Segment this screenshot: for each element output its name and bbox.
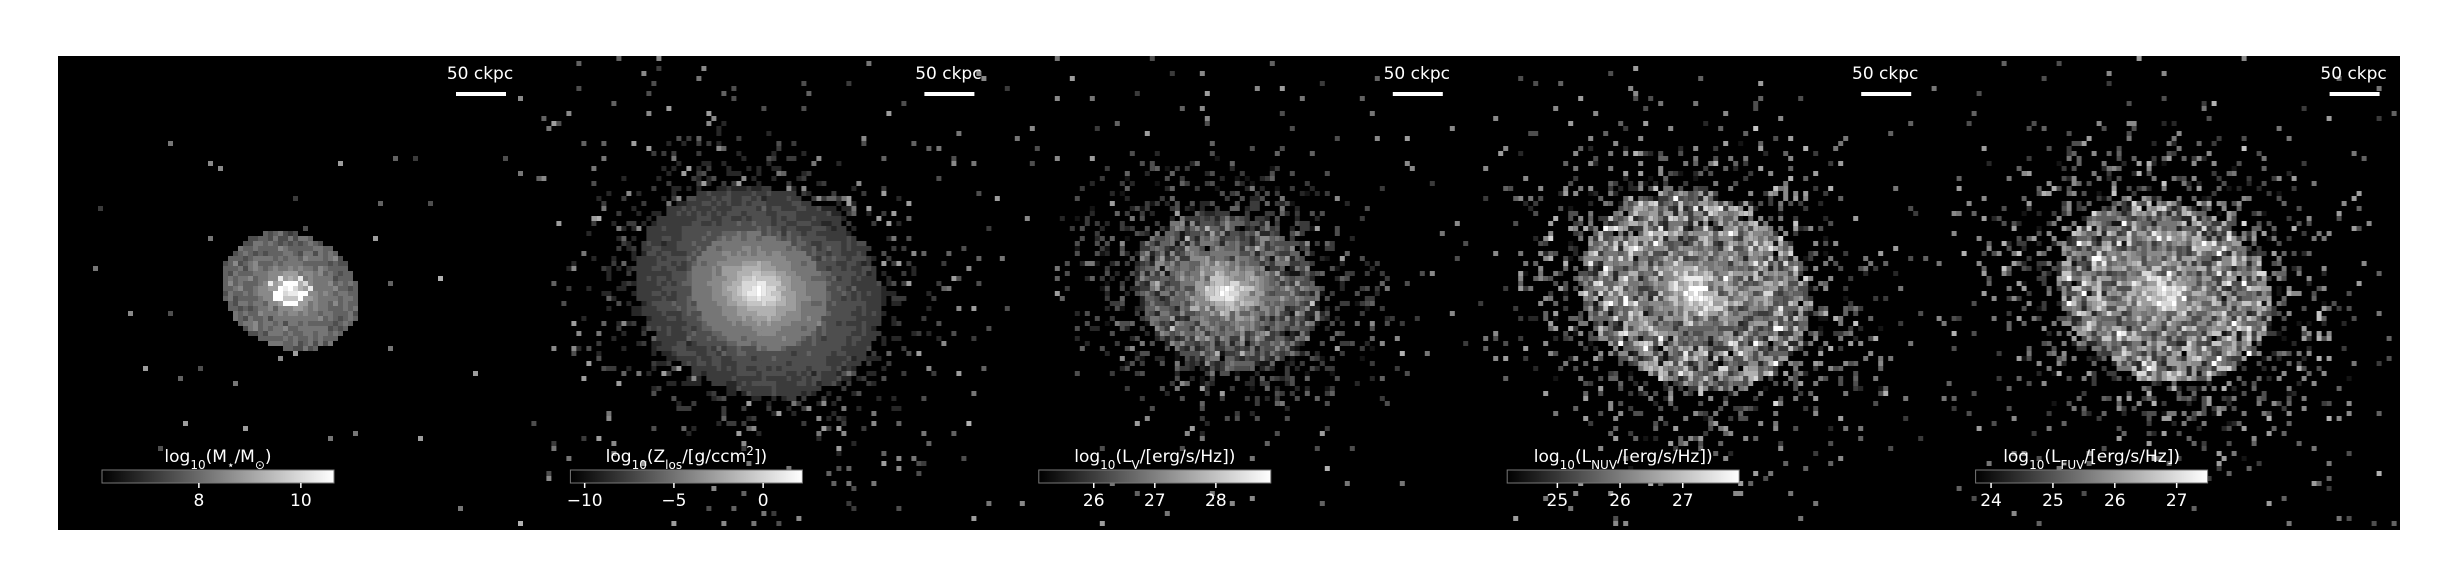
colorbar-tick-label: 27 — [2166, 491, 2188, 511]
colorbar-label: log10(LV/[erg/s/Hz]) — [1074, 447, 1235, 472]
colorbar-tick-label: 28 — [1205, 491, 1227, 511]
label-part: (L — [1115, 447, 1132, 467]
label-part: (M — [206, 447, 227, 467]
pixel-layer — [273, 281, 308, 306]
colorbar-tick-label: −5 — [661, 491, 686, 511]
colorbar-tick-label: 26 — [2104, 491, 2126, 511]
pixel-layer — [2001, 146, 2322, 381]
pixel-layer — [1219, 286, 1235, 301]
pixel-layer — [1951, 61, 2392, 526]
pixel-layer — [268, 276, 313, 296]
label-part: 2 — [746, 444, 754, 458]
colorbar-tick-label: 27 — [1672, 491, 1694, 511]
colorbar-tick-label: 24 — [1980, 491, 2002, 511]
pixel-layer — [283, 296, 298, 301]
pixel-layer — [736, 271, 782, 306]
label-part: log — [1074, 447, 1100, 467]
label-part: /M — [234, 447, 254, 467]
label-part: 10 — [1100, 458, 1115, 472]
colorbar-tick-label: −10 — [567, 491, 603, 511]
colorbar — [1975, 469, 2209, 484]
label-part: 10 — [1560, 458, 1575, 472]
pixel-layer — [756, 286, 762, 296]
pixel-layer — [93, 141, 523, 511]
colorbar-label: log10(Zlos/[g/ccm2]) — [606, 444, 767, 472]
colorbar — [1506, 469, 1740, 484]
pixel-layer — [1004, 56, 1460, 451]
label-part: /[erg/s/Hz]) — [1140, 447, 1236, 467]
label-part: log — [164, 447, 190, 467]
colorbar-tick-label: 27 — [1144, 491, 1166, 511]
colorbar — [569, 469, 803, 484]
pixel-layer — [1219, 286, 1230, 296]
colorbar-label: log10(M⋆/M⊙) — [164, 447, 271, 472]
pixel-layer — [1548, 146, 1889, 486]
label-part: FUV — [2061, 458, 2086, 472]
pixel-layer — [2081, 231, 2252, 366]
label-part: ⊙ — [255, 458, 265, 472]
scale-bar-label: 50 ckpc — [447, 64, 513, 84]
colorbar — [101, 469, 335, 484]
label-part: 10 — [632, 458, 647, 472]
colorbar-tick-label: 26 — [1083, 491, 1105, 511]
scale-bar-label: 50 ckpc — [1852, 64, 1918, 84]
colorbar-tick-label: 8 — [193, 491, 204, 511]
label-part: (L — [2044, 447, 2061, 467]
label-part: ]) — [754, 447, 767, 467]
colorbar-tick-label: 26 — [1609, 491, 1631, 511]
colorbar-tick-label: 25 — [1547, 491, 1569, 511]
pixel-layer — [1059, 151, 1390, 436]
scale-bar-label: 50 ckpc — [915, 64, 981, 84]
pixel-layer — [1483, 86, 1884, 526]
colorbar — [1038, 469, 1272, 484]
pixel-layer — [2021, 161, 2352, 461]
panel: 50 ckpc log10(LV/[erg/s/Hz]) 26 27 28 — [994, 56, 1460, 526]
label-part: /[g/ccm — [682, 447, 746, 467]
panel: 50 ckpc log10(LNUV/[erg/s/Hz]) 25 26 27 — [1463, 64, 1929, 526]
label-part: (Z — [647, 447, 665, 467]
label-part: los — [665, 458, 682, 472]
pixel-layer — [741, 276, 777, 306]
colorbar-tick-label: 25 — [2042, 491, 2064, 511]
label-part: log — [2003, 447, 2029, 467]
label-part: ) — [265, 447, 272, 467]
label-part: (L — [1575, 447, 1592, 467]
colorbar-label: log10(LFUV/[erg/s/Hz]) — [2003, 447, 2180, 472]
label-part: 10 — [190, 458, 205, 472]
colorbar-tick-label: 10 — [290, 491, 312, 511]
pixel-layer — [1598, 126, 1859, 396]
label-part: /[erg/s/Hz]) — [2084, 447, 2180, 467]
pixel-layer — [1169, 271, 1315, 331]
label-part: NUV — [1591, 458, 1618, 472]
label-part: ⋆ — [227, 458, 235, 472]
label-part: log — [606, 447, 632, 467]
scale-bar-label: 50 ckpc — [2320, 64, 2386, 84]
colorbar-label: log10(LNUV/[erg/s/Hz]) — [1534, 447, 1713, 472]
scale-bar-label: 50 ckpc — [1384, 64, 1450, 84]
colorbar-tick-label: 0 — [758, 491, 769, 511]
pixel-layer — [1463, 126, 1924, 456]
label-part: /[erg/s/Hz]) — [1617, 447, 1713, 467]
label-part: 10 — [2029, 458, 2044, 472]
label-part: log — [1534, 447, 1560, 467]
pixel-layer — [283, 281, 308, 296]
label-part: V — [1132, 458, 1141, 472]
pixel-layer — [566, 121, 942, 456]
pixel-layer — [143, 161, 478, 441]
